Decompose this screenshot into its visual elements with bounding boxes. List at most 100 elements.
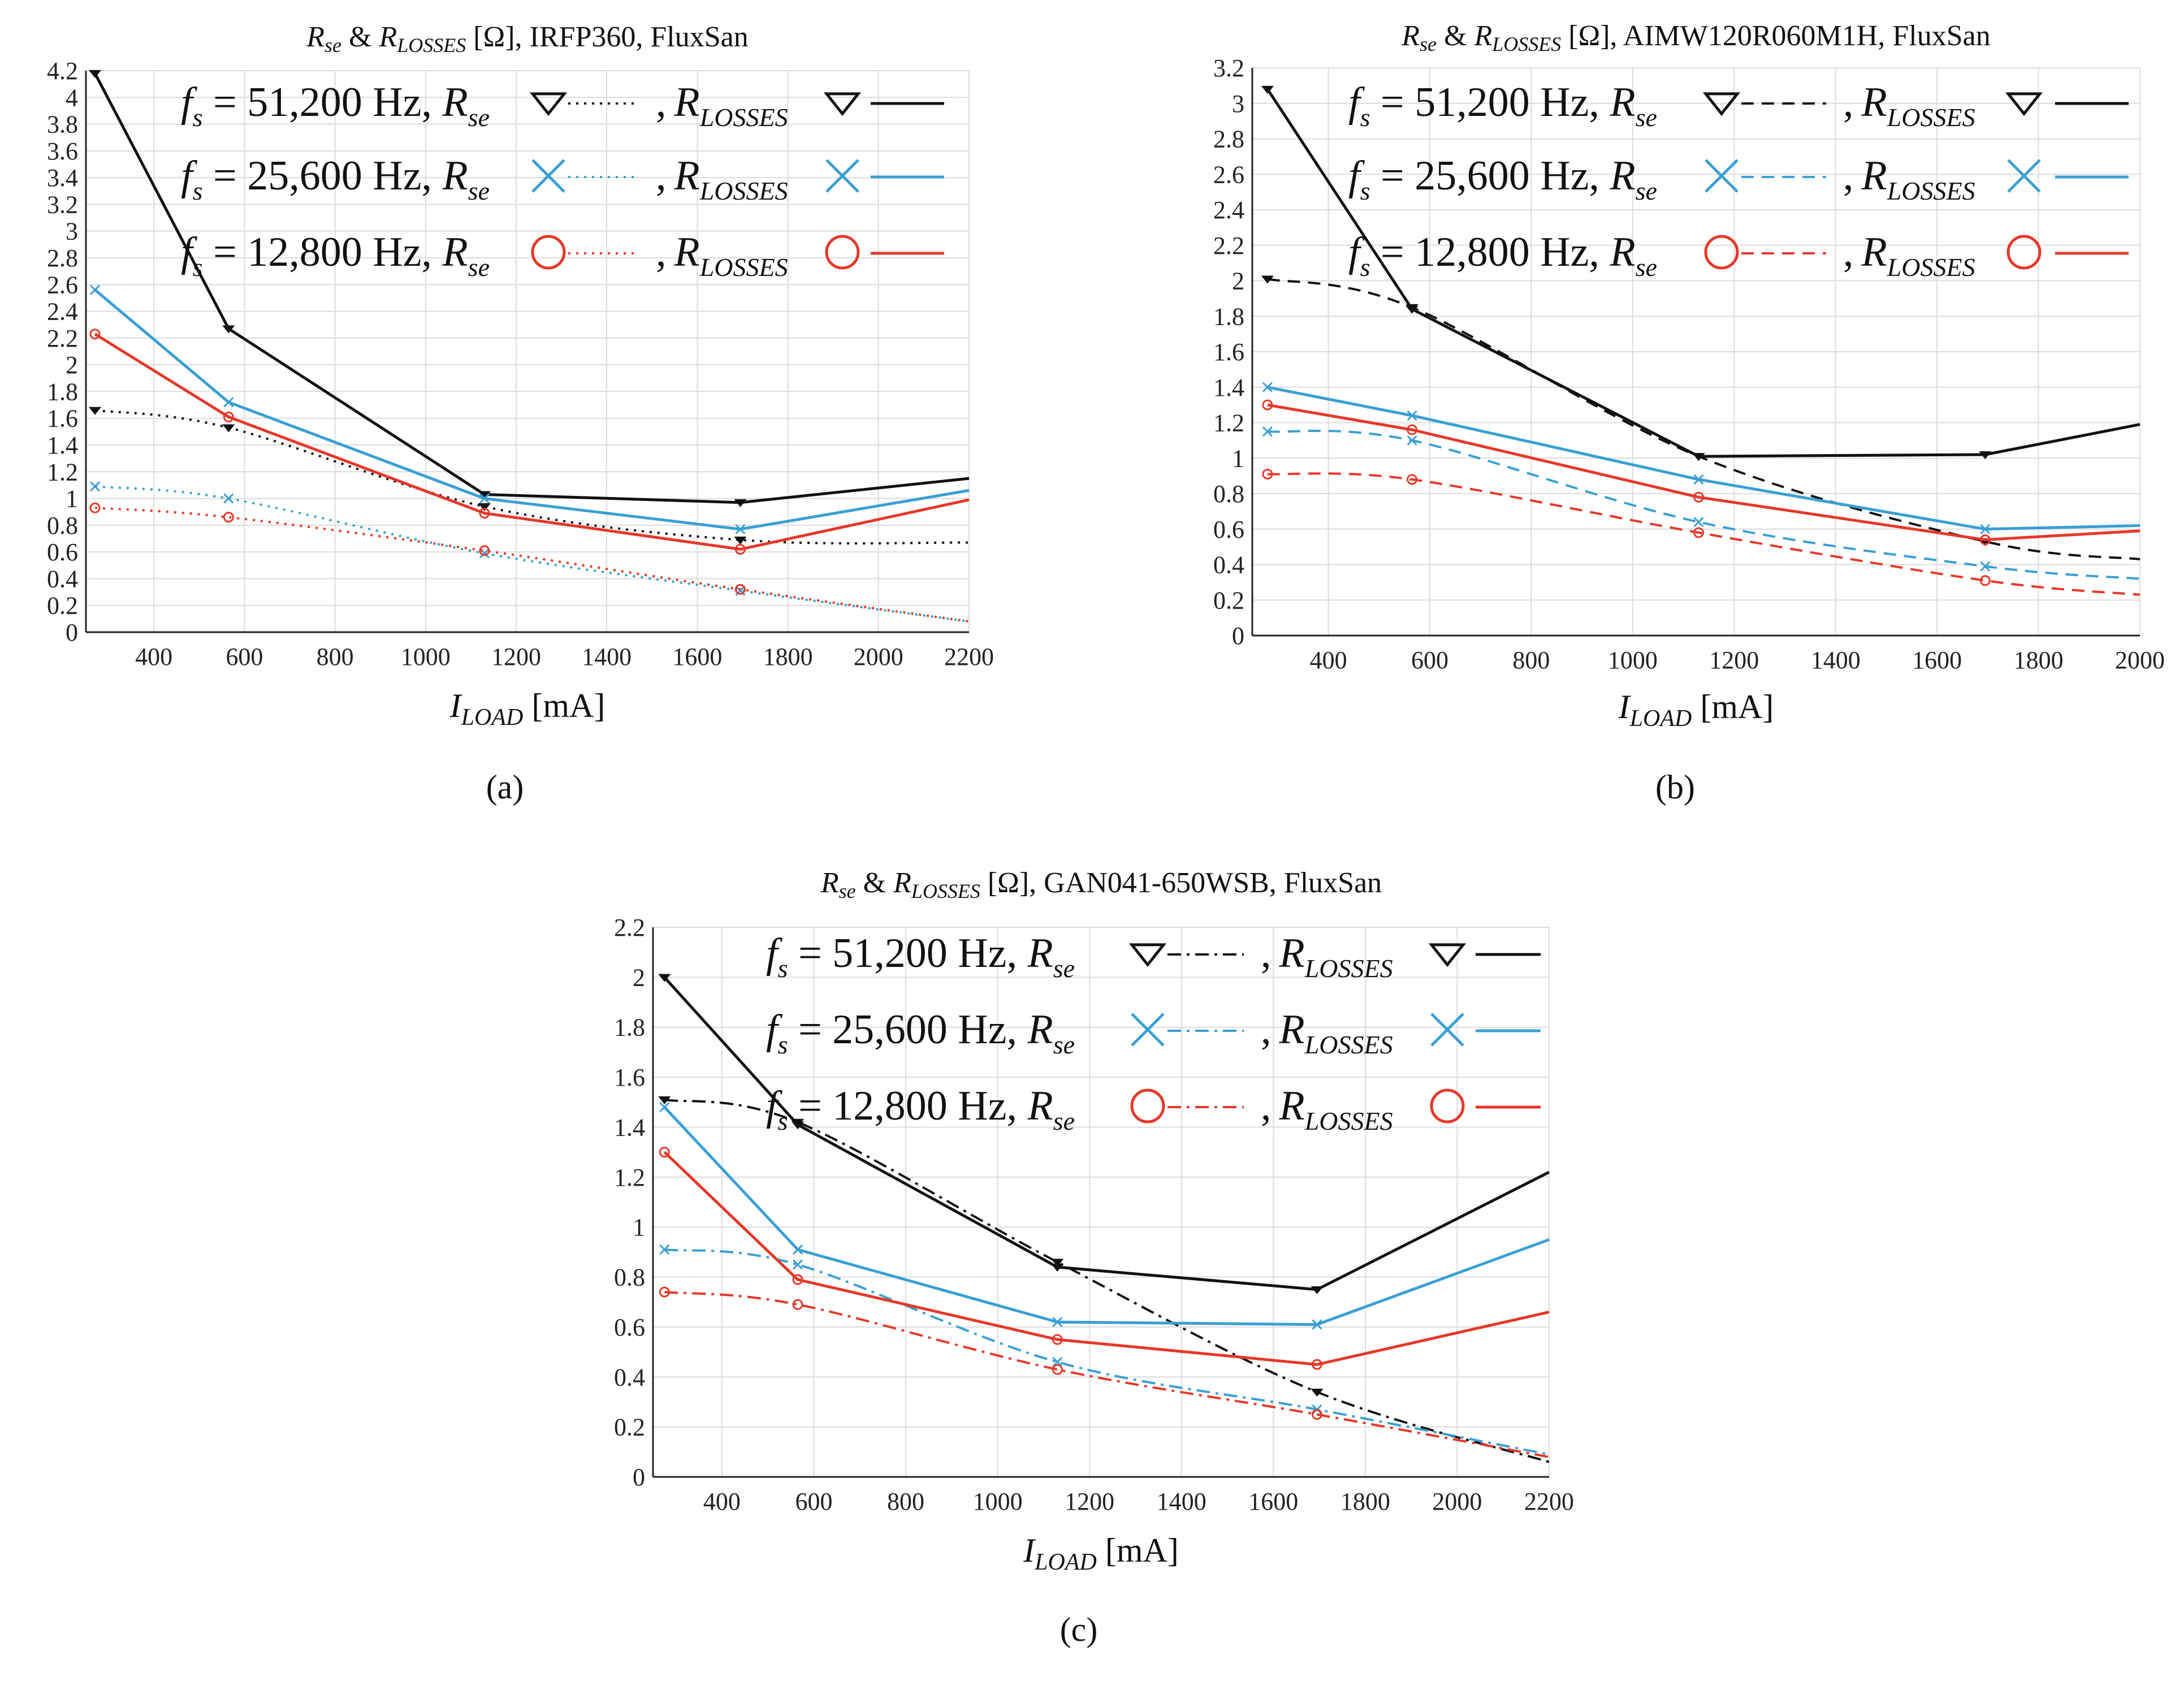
data-point-2-5-3 xyxy=(1312,1409,1323,1420)
legend-rse: R xyxy=(1027,930,1053,977)
legend-rse: R xyxy=(1027,1083,1053,1129)
series-2-1 xyxy=(658,1096,1550,1463)
y-tick-label-2-9: 1.8 xyxy=(614,1014,645,1042)
series-line-0-4 xyxy=(94,332,970,551)
y-tick-label-1-16: 3.2 xyxy=(1213,54,1244,82)
xlabel-i: I xyxy=(1618,688,1632,725)
y-tick-label-0-7: 1.4 xyxy=(47,431,78,459)
y-tick-label-0-1: 0.2 xyxy=(47,592,78,620)
data-point-2-0-0 xyxy=(658,974,671,982)
title-losses-sub: LOSSES xyxy=(396,34,466,57)
legend-rse-sub: se xyxy=(1053,954,1075,983)
legend-s-sub: s xyxy=(193,253,203,282)
legend-losses-marker-2-1 xyxy=(1430,1013,1464,1047)
legend-losses-marker-1-2 xyxy=(2006,235,2042,270)
legend-rl: R xyxy=(1861,229,1887,275)
y-tick-label-0-11: 2.2 xyxy=(47,325,78,352)
x-tick-label-1-1: 600 xyxy=(1411,646,1448,674)
legend-entry-2-0: fs = 51,200 Hz, Rse xyxy=(766,930,1075,983)
legend-losses-label-0-0: , RLOSSES xyxy=(656,79,788,132)
series-1-1 xyxy=(1261,275,2140,561)
xlabel-unit: [mA] xyxy=(1692,688,1774,725)
x-tick-label-2-3: 1000 xyxy=(973,1488,1023,1515)
x-tick-label-1-3: 1000 xyxy=(1608,646,1658,674)
legend-freq: = 51,200 Hz, xyxy=(788,930,1027,977)
data-point-0-1-0 xyxy=(88,407,102,415)
series-line-1-4 xyxy=(1267,403,2140,542)
x-tick-label-1-2: 800 xyxy=(1512,646,1550,674)
x-tick-label-2-9: 2200 xyxy=(1524,1488,1574,1515)
series-line-2-3 xyxy=(664,1248,1550,1456)
data-point-1-4-3 xyxy=(1979,534,1991,546)
legend-rl: R xyxy=(1279,1006,1305,1053)
chart-title-0: Rse & RLOSSES [Ω], IRFP360, FluxSan xyxy=(306,21,748,57)
y-tick-label-0-21: 4.2 xyxy=(47,57,78,85)
legend-s-sub: s xyxy=(1360,103,1370,132)
data-point-0-1-3 xyxy=(734,537,747,545)
y-tick-label-1-4: 0.8 xyxy=(1213,480,1244,508)
series-line-1-3 xyxy=(1267,429,2140,580)
data-point-1-3-0 xyxy=(1262,426,1273,437)
y-tick-label-1-5: 1 xyxy=(1232,444,1244,472)
data-point-0-4-1 xyxy=(223,411,234,422)
data-point-0-5-2 xyxy=(479,545,490,556)
series-0-0 xyxy=(88,70,970,507)
x-tick-label-1-5: 1400 xyxy=(1811,646,1861,674)
y-tick-label-1-15: 3 xyxy=(1232,90,1244,118)
series-line-0-3 xyxy=(94,485,970,623)
legend-entry-2-2: fs = 12,800 Hz, Rse xyxy=(766,1083,1075,1135)
y-tick-label-1-13: 2.6 xyxy=(1213,161,1244,188)
data-point-2-4-3 xyxy=(1312,1359,1323,1370)
y-tick-label-2-4: 0.8 xyxy=(614,1264,645,1291)
legend-rse-sub: se xyxy=(1053,1107,1075,1135)
data-point-1-0-0 xyxy=(1261,85,1274,94)
legend-losses-marker-2-0 xyxy=(1428,943,1467,967)
data-point-1-0-3 xyxy=(1979,451,1992,460)
y-tick-label-0-16: 3.2 xyxy=(47,191,78,218)
x-tick-label-2-7: 1800 xyxy=(1340,1488,1390,1515)
legend-losses-marker-0-2 xyxy=(825,235,860,270)
title-rest: [Ω], GAN041-650WSB, FluxSan xyxy=(980,867,1382,899)
y-tick-label-1-0: 0 xyxy=(1232,622,1244,650)
x-tick-label-1-7: 1800 xyxy=(2014,646,2064,674)
x-axis-label-0: ILOAD [mA] xyxy=(449,687,606,731)
data-point-2-4-1 xyxy=(792,1274,803,1285)
legend-freq: = 12,800 Hz, xyxy=(202,229,442,275)
chart-title-1: Rse & RLOSSES [Ω], AIMW120R060M1H, FluxS… xyxy=(1401,20,1990,55)
legend-freq: = 51,200 Hz, xyxy=(1370,79,1610,126)
y-tick-label-1-1: 0.2 xyxy=(1213,586,1244,614)
data-point-0-0-3 xyxy=(734,499,747,507)
legend-rse-sub: se xyxy=(468,253,490,282)
y-tick-label-2-8: 1.6 xyxy=(614,1064,645,1091)
x-tick-label-0-6: 1600 xyxy=(672,643,722,671)
data-point-2-4-2 xyxy=(1052,1334,1063,1345)
y-tick-label-1-14: 2.8 xyxy=(1213,126,1244,153)
title-amp: & xyxy=(1437,20,1474,52)
x-tick-label-2-4: 1200 xyxy=(1065,1488,1114,1515)
x-tick-label-0-1: 600 xyxy=(226,643,263,671)
y-tick-label-2-10: 2 xyxy=(633,964,645,991)
y-tick-label-1-8: 1.6 xyxy=(1213,338,1244,366)
legend-losses-label-0-1: , RLOSSES xyxy=(656,153,788,205)
y-tick-label-2-5: 1 xyxy=(633,1213,645,1241)
data-point-0-2-1 xyxy=(223,397,234,408)
series-0-1 xyxy=(88,407,970,545)
legend-comma: , xyxy=(1843,79,1854,126)
y-tick-label-0-9: 1.8 xyxy=(47,378,78,405)
legend-entry-0-0: fs = 51,200 Hz, Rse xyxy=(181,79,490,132)
data-point-0-0-0 xyxy=(88,70,102,78)
title-losses-sub: LOSSES xyxy=(911,880,980,902)
title-r: R xyxy=(820,867,839,899)
data-point-0-1-2 xyxy=(478,503,491,511)
legend-rl: R xyxy=(1861,79,1887,126)
x-tick-label-2-6: 1600 xyxy=(1248,1488,1298,1515)
legend-rse: R xyxy=(442,229,468,275)
legend-losses-label-1-1: , RLOSSES xyxy=(1843,153,1975,205)
data-point-0-1-1 xyxy=(222,424,235,433)
data-point-2-5-1 xyxy=(792,1299,803,1310)
legend-rse-marker-2-0 xyxy=(1128,943,1167,967)
legend-rse-marker-0-2 xyxy=(531,235,566,270)
